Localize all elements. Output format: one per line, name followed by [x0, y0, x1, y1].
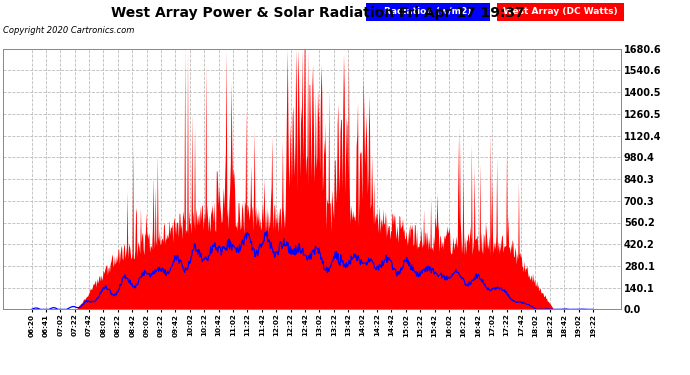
Text: West Array (DC Watts): West Array (DC Watts) — [503, 7, 618, 16]
Text: West Array Power & Solar Radiation Fri Apr 17 19:37: West Array Power & Solar Radiation Fri A… — [110, 6, 524, 20]
Text: Radiation (w/m2): Radiation (w/m2) — [384, 7, 471, 16]
Text: Copyright 2020 Cartronics.com: Copyright 2020 Cartronics.com — [3, 26, 135, 35]
